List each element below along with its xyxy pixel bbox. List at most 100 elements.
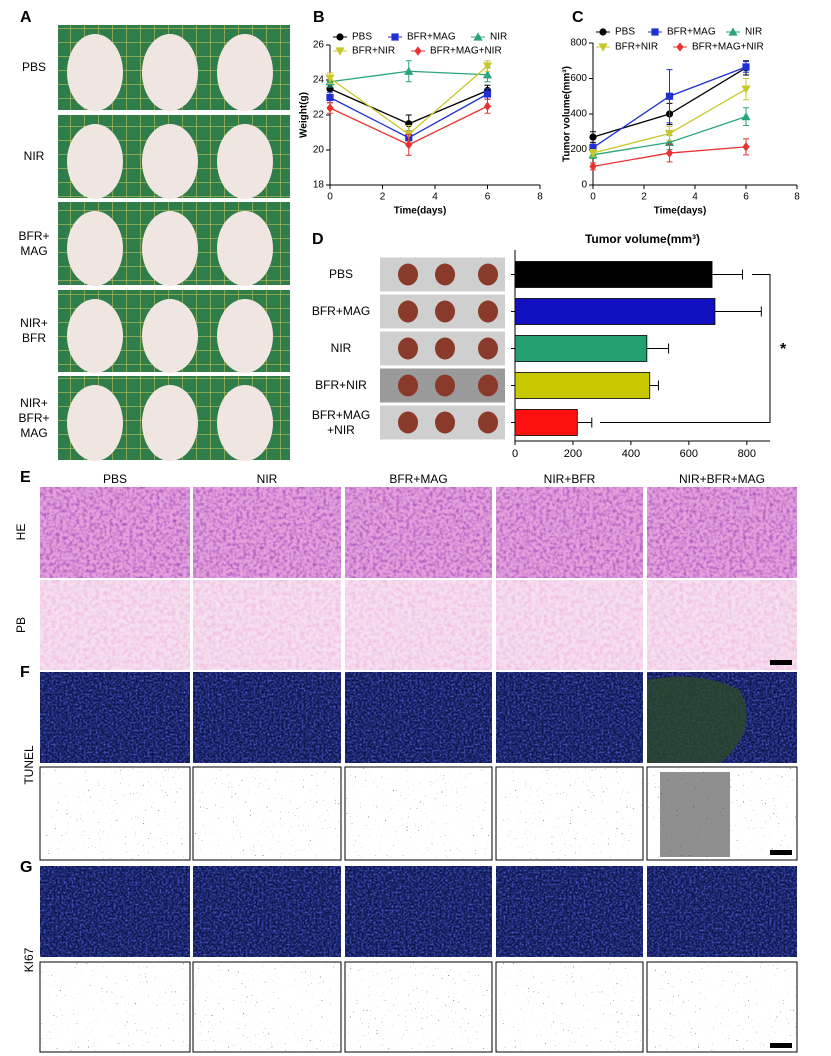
- micrograph-texture: [496, 767, 643, 860]
- panel-label: E: [20, 469, 31, 486]
- chart-title: Tumor volume(mm³): [585, 232, 700, 246]
- legend-marker: [599, 28, 607, 36]
- significance-mark: *: [780, 341, 787, 358]
- panel-label: D: [312, 231, 324, 248]
- legend-label: BFR+MAG+NIR: [692, 42, 764, 53]
- row-label: PBS: [21, 59, 46, 74]
- row-label: HE: [14, 524, 28, 541]
- point: [325, 74, 335, 83]
- point: [665, 148, 674, 158]
- tumor: [398, 300, 418, 323]
- tumor: [435, 300, 455, 323]
- point: [483, 101, 492, 111]
- y-tick-label: 0: [581, 180, 587, 191]
- column-header: NIR: [257, 472, 278, 486]
- tumor: [398, 374, 418, 397]
- row-label: TUNEL: [22, 745, 36, 785]
- y-tick-label: 22: [313, 110, 325, 121]
- x-axis-label: Time(days): [654, 206, 707, 217]
- tumor: [478, 337, 498, 360]
- image-panels: [39, 25, 798, 1053]
- micrograph-texture: [193, 767, 341, 860]
- legend-label: BFR+NIR: [615, 42, 658, 53]
- bar: [514, 261, 713, 288]
- mouse: [217, 385, 273, 461]
- x-tick-label: 600: [680, 448, 698, 460]
- bar: [514, 409, 578, 436]
- x-tick-label: 800: [738, 448, 756, 460]
- y-tick-label: 200: [570, 144, 587, 155]
- x-tick-label: 0: [590, 192, 596, 203]
- micrograph-texture: [40, 866, 190, 957]
- bar: [514, 372, 651, 399]
- legend-label: BFR+MAG: [407, 32, 456, 43]
- y-tick-label: 800: [570, 38, 587, 49]
- x-tick-label: 8: [537, 192, 543, 203]
- x-tick-label: 400: [622, 448, 640, 460]
- micrograph-texture: [193, 580, 341, 670]
- legend-label: PBS: [615, 27, 635, 38]
- row-label: NIR+ BFR+ MAG: [18, 396, 50, 440]
- point: [589, 144, 597, 152]
- point: [326, 93, 334, 102]
- panel-label: F: [20, 664, 30, 681]
- micrograph-texture: [40, 487, 190, 578]
- mouse: [67, 385, 123, 461]
- mouse: [142, 34, 198, 111]
- micrograph-texture: [345, 767, 492, 860]
- column-header: NIR+BFR+MAG: [679, 472, 765, 486]
- tumor: [435, 263, 455, 286]
- legend-marker: [335, 47, 345, 56]
- micrograph-texture: [193, 866, 341, 957]
- scale-bar: [770, 660, 792, 665]
- significance-bracket: [600, 274, 771, 423]
- micrograph-texture: [345, 487, 492, 578]
- micrograph-texture: [40, 580, 190, 670]
- row-label: PB: [14, 617, 28, 633]
- tumor: [398, 411, 418, 434]
- micrograph-texture: [40, 672, 190, 763]
- point: [665, 92, 674, 100]
- y-tick-label: 20: [313, 145, 325, 156]
- point: [483, 90, 492, 98]
- row-label: BFR+ MAG: [18, 228, 50, 258]
- micrograph-texture: [496, 487, 643, 578]
- error-bar: [712, 269, 743, 280]
- micrograph-texture: [647, 962, 797, 1052]
- mouse: [142, 124, 198, 199]
- category-label: BFR+MAG +NIR: [311, 407, 371, 437]
- y-tick-label: 18: [313, 180, 325, 191]
- y-axis-label: Weight(g): [299, 92, 310, 138]
- panel-label: G: [20, 859, 32, 876]
- point: [589, 133, 597, 141]
- legend-marker: [336, 33, 344, 41]
- x-tick-label: 0: [512, 448, 518, 460]
- legend-label: PBS: [352, 32, 372, 43]
- column-header: BFR+MAG: [389, 472, 447, 486]
- panel-label: B: [313, 9, 325, 26]
- micrograph-texture: [193, 962, 341, 1052]
- mouse: [217, 299, 273, 373]
- category-label: BFR+MAG: [311, 303, 371, 318]
- x-tick-label: 4: [692, 192, 698, 203]
- category-label: NIR: [330, 340, 352, 355]
- error-bar: [577, 417, 593, 428]
- legend-label: BFR+MAG+NIR: [430, 46, 502, 57]
- x-tick-label: 6: [743, 192, 749, 203]
- micrograph-texture: [647, 866, 797, 957]
- micrograph-texture: [193, 672, 341, 763]
- tumor: [435, 337, 455, 360]
- x-tick-label: 8: [794, 192, 800, 203]
- micrograph-texture: [345, 962, 492, 1052]
- mouse: [67, 211, 123, 286]
- x-tick-label: 6: [485, 192, 491, 203]
- tumor: [398, 263, 418, 286]
- x-axis-label: Time(days): [394, 206, 447, 217]
- point: [326, 103, 334, 113]
- micrograph-texture: [345, 672, 492, 763]
- micrograph-texture: [345, 580, 492, 670]
- micrograph-texture: [193, 487, 341, 578]
- legend-marker: [414, 46, 422, 56]
